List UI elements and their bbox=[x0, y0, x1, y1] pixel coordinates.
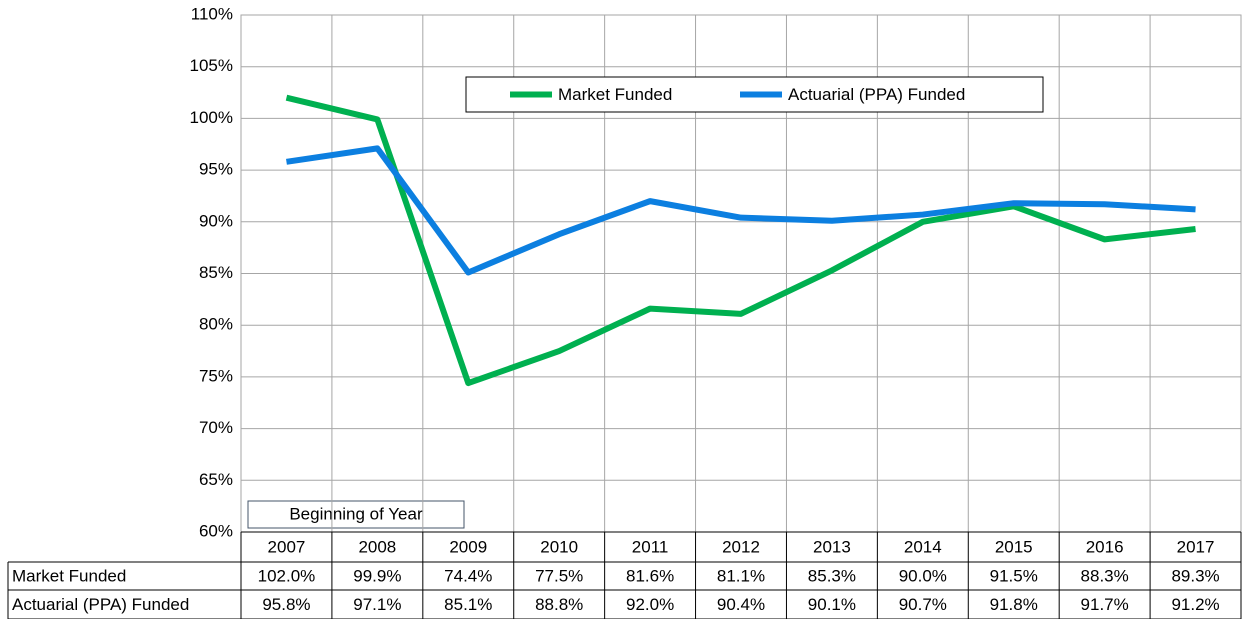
table-value: 95.8% bbox=[262, 595, 310, 614]
y-tick-label: 60% bbox=[199, 521, 233, 540]
y-tick-label: 105% bbox=[190, 56, 233, 75]
y-tick-label: 100% bbox=[190, 108, 233, 127]
y-tick-label: 70% bbox=[199, 418, 233, 437]
table-value: 91.7% bbox=[1081, 595, 1129, 614]
y-tick-label: 90% bbox=[199, 211, 233, 230]
table-value: 91.8% bbox=[990, 595, 1038, 614]
table-value: 92.0% bbox=[626, 595, 674, 614]
x-tick-label: 2009 bbox=[449, 537, 487, 556]
annotation-box bbox=[247, 500, 465, 529]
series-line bbox=[285, 94, 1196, 387]
table-value: 90.4% bbox=[717, 595, 765, 614]
table-value: 88.3% bbox=[1081, 566, 1129, 585]
x-tick-label: 2011 bbox=[632, 537, 669, 556]
x-tick-label: 2010 bbox=[540, 537, 578, 556]
table-value: 91.5% bbox=[990, 566, 1038, 585]
legend-label: Actuarial (PPA) Funded bbox=[788, 85, 965, 104]
x-tick-label: 2014 bbox=[904, 537, 942, 556]
table-value: 88.8% bbox=[535, 595, 583, 614]
table-value: 89.3% bbox=[1171, 566, 1219, 585]
table-value: 81.1% bbox=[717, 566, 765, 585]
y-tick-label: 95% bbox=[199, 160, 233, 179]
x-tick-label: 2008 bbox=[358, 537, 396, 556]
table-value: 90.0% bbox=[899, 566, 947, 585]
table-value: 81.6% bbox=[626, 566, 674, 585]
y-tick-label: 75% bbox=[199, 366, 233, 385]
y-tick-label: 110% bbox=[191, 4, 233, 23]
legend-label: Market Funded bbox=[558, 85, 672, 104]
x-tick-label: 2012 bbox=[722, 537, 760, 556]
table-value: 102.0% bbox=[258, 566, 316, 585]
y-tick-label: 80% bbox=[199, 315, 233, 334]
y-tick-label: 85% bbox=[199, 263, 233, 282]
annotation: Beginning of Year bbox=[289, 504, 423, 523]
table-value: 90.1% bbox=[808, 595, 856, 614]
table-value: 77.5% bbox=[535, 566, 583, 585]
x-tick-label: 2015 bbox=[995, 537, 1033, 556]
table-value: 99.9% bbox=[353, 566, 401, 585]
table-value: 85.1% bbox=[444, 595, 492, 614]
x-tick-label: 2007 bbox=[268, 537, 306, 556]
table-value: 97.1% bbox=[353, 595, 401, 614]
table-value: 91.2% bbox=[1171, 595, 1219, 614]
table-value: 85.3% bbox=[808, 566, 856, 585]
x-tick-label: 2016 bbox=[1086, 537, 1124, 556]
table-row-label: Market Funded bbox=[12, 566, 126, 585]
x-tick-label: 2017 bbox=[1177, 537, 1215, 556]
y-tick-label: 65% bbox=[199, 470, 233, 489]
table-value: 90.7% bbox=[899, 595, 947, 614]
table-value: 74.4% bbox=[444, 566, 492, 585]
series-line bbox=[286, 145, 1196, 276]
table-row-label: Actuarial (PPA) Funded bbox=[12, 595, 189, 614]
x-tick-label: 2013 bbox=[813, 537, 851, 556]
